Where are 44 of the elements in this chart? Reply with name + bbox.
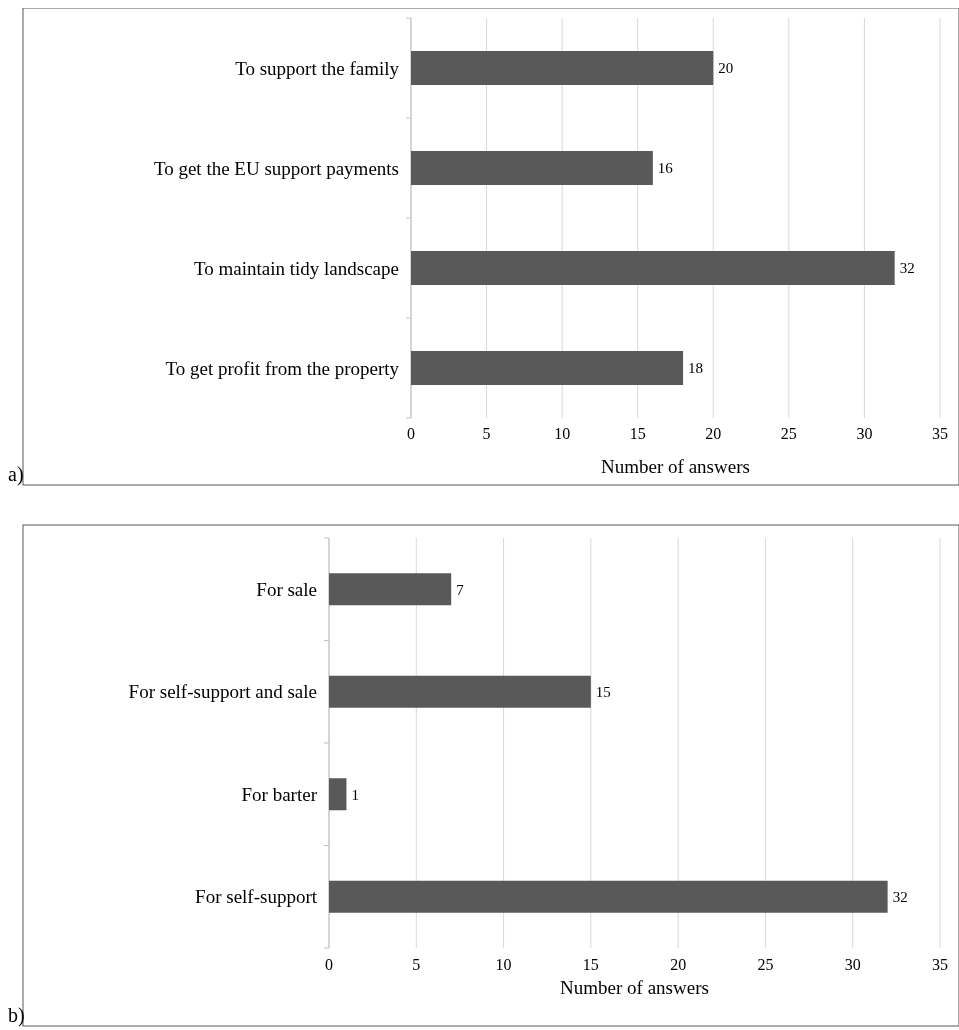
x-tick-label: 20: [670, 956, 687, 973]
x-tick-label: 15: [582, 956, 599, 973]
x-axis-title: Number of answers: [601, 456, 750, 477]
text: b): [8, 1004, 25, 1027]
data-label: 32: [899, 260, 915, 277]
y-tick-label: For barter: [241, 783, 318, 805]
x-tick-label: 25: [780, 425, 797, 442]
bar: [329, 880, 888, 913]
data-label: 20: [718, 60, 734, 77]
bar: [411, 51, 714, 85]
data-label: 15: [595, 684, 611, 700]
x-tick-label: 0: [325, 956, 333, 973]
data-label: 16: [657, 160, 674, 177]
x-tick-label: 0: [407, 425, 415, 442]
x-tick-label: 5: [412, 956, 421, 973]
x-axis-title: Number of answers: [560, 977, 709, 998]
bar: [411, 251, 895, 285]
y-tick-label: For self-support and sale: [128, 681, 317, 703]
x-tick-label: 25: [757, 956, 774, 973]
x-tick-label: 10: [554, 425, 571, 442]
data-label: 32: [892, 889, 908, 905]
y-tick-label: To get the EU support payments: [153, 157, 399, 179]
x-tick-label: 15: [629, 425, 646, 442]
y-tick-label: For sale: [256, 578, 317, 600]
y-tick-label: For self-support: [195, 886, 318, 908]
x-tick-label: 5: [482, 425, 491, 442]
bar: [411, 351, 684, 385]
x-tick-label: 35: [932, 956, 948, 973]
y-tick-label: To get profit from the property: [165, 357, 400, 379]
bar: [411, 151, 653, 185]
data-label: 1: [351, 786, 359, 803]
bar: [329, 573, 452, 606]
x-tick-label: 10: [495, 956, 512, 973]
y-tick-label: To support the family: [235, 57, 400, 79]
bar: [329, 675, 591, 708]
x-tick-label: 30: [844, 956, 861, 973]
x-tick-label: 35: [932, 425, 948, 442]
text: a): [8, 463, 24, 486]
x-tick-label: 30: [856, 425, 873, 442]
bar: [329, 778, 347, 811]
data-label: 18: [688, 360, 704, 377]
y-tick-label: To maintain tidy landscape: [194, 257, 399, 279]
data-label: 7: [456, 581, 465, 598]
x-tick-label: 20: [705, 425, 722, 442]
